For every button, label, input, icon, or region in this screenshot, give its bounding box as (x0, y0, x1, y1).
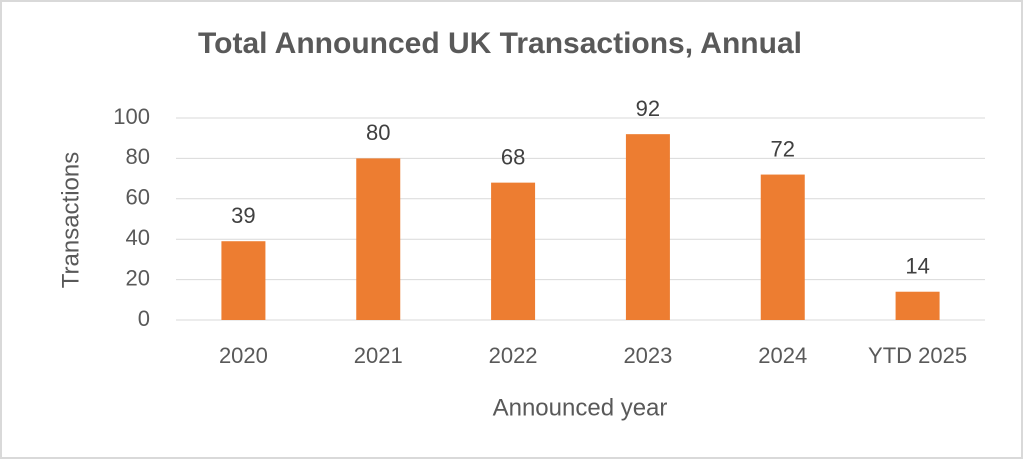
bar (625, 134, 670, 320)
x-tick-label: 2022 (489, 343, 538, 368)
data-label: 80 (366, 120, 390, 145)
y-axis-label: Transactions (57, 152, 84, 289)
data-label: 68 (501, 144, 525, 169)
bar (356, 158, 401, 320)
x-tick-label: 2023 (623, 343, 672, 368)
x-tick-label: 2021 (354, 343, 403, 368)
data-label: 72 (771, 136, 795, 161)
x-tick-label: YTD 2025 (868, 343, 967, 368)
y-tick-label: 40 (126, 225, 150, 250)
y-tick-label: 20 (126, 265, 150, 290)
y-tick-label: 100 (113, 104, 150, 129)
y-tick-label: 80 (126, 144, 150, 169)
bar (491, 182, 536, 320)
x-tick-label: 2024 (758, 343, 807, 368)
y-tick-label: 0 (138, 306, 150, 331)
chart-title: Total Announced UK Transactions, Annual (198, 27, 802, 60)
bar (221, 241, 266, 320)
y-tick-label: 60 (126, 185, 150, 210)
data-label: 92 (636, 96, 660, 121)
x-tick-label: 2020 (219, 343, 268, 368)
data-label: 39 (231, 203, 255, 228)
data-label: 14 (905, 254, 929, 279)
x-axis-label: Announced year (493, 394, 668, 421)
bar (760, 174, 805, 320)
bar (895, 291, 940, 320)
